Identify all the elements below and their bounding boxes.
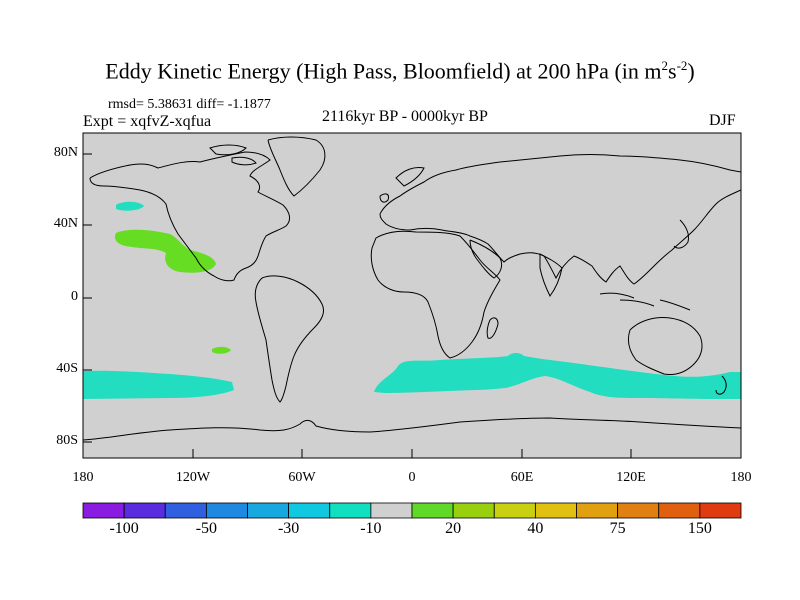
colorbar-swatch [534,502,577,519]
negative-anomaly-southern-ocean-west [83,370,234,399]
map-background [83,133,741,458]
colorbar-label: -30 [277,520,300,537]
colorbar-swatch [699,502,742,519]
lon-label: 60W [288,470,316,485]
coast-south-america [254,275,325,403]
coast-greenland [267,136,326,197]
coast-scandinavia [379,167,425,203]
coast-japan [673,219,689,249]
coast-new-zealand [715,375,727,395]
coast-india [539,253,563,297]
stats-text: rmsd= 5.38631 diff= -1.1877 [108,97,271,112]
season-label: DJF [709,112,736,129]
colorbar-label: -50 [195,520,218,537]
coast-madagascar [486,317,499,339]
colorbar-swatch [493,502,536,519]
colorbar-swatch [411,502,454,519]
colorbar-swatch [658,502,701,519]
colorbar-swatch [452,502,495,519]
coastlines [83,136,741,441]
coast-australia [627,317,703,375]
colorbar-swatch [576,502,619,519]
positive-anomaly-south-pacific [212,346,231,354]
colorbar-swatch [123,502,166,519]
lat-label: 40N [53,216,78,231]
coast-antarctica [83,417,741,441]
colorbar-label: 40 [527,520,544,537]
lon-label: 0 [408,470,416,485]
colorbar-swatch [617,502,660,519]
lat-label: 0 [71,289,78,304]
lat-label: 40S [56,361,78,376]
plot-title: Eddy Kinetic Energy (High Pass, Bloomfie… [105,58,695,84]
experiment-label: Expt = xqfvZ-xqfua [83,113,212,130]
coast-indonesia [599,292,691,311]
colorbar-label: -10 [360,520,382,537]
negative-anomaly-north-pacific [116,201,144,211]
colorbar-label: 75 [609,520,626,537]
lon-label: 60E [510,470,534,485]
colorbar-swatch [288,502,331,519]
colorbar-swatch [370,502,413,519]
colorbar-swatch [205,502,248,519]
lon-label: 120E [616,470,646,485]
colorbar-label: 20 [445,520,462,537]
colorbar-label: 150 [687,520,712,537]
axis-ticks [82,153,742,458]
coast-arctic-islands [209,144,257,166]
negative-anomaly-southern-ocean-east [374,353,741,399]
coast-africa [370,230,501,359]
colorbar-swatch [164,502,207,519]
lat-label: 80N [53,145,78,160]
coast-north-america [89,151,291,282]
colorbar-label: -100 [109,520,139,537]
coast-eurasia [379,154,741,285]
lon-label: 180 [72,470,94,485]
positive-anomaly-pacific-jet [114,229,216,273]
lon-label: 120W [175,470,211,485]
anomaly-layer [83,201,741,399]
colorbar [82,502,742,519]
lat-label: 80S [56,433,78,448]
colorbar-swatch [329,502,372,519]
coast-arabia [469,239,503,279]
colorbar-swatch [247,502,290,519]
period-label: 2116kyr BP - 0000kyr BP [322,108,488,125]
colorbar-swatch [82,502,125,519]
lon-label: 180 [730,470,752,485]
